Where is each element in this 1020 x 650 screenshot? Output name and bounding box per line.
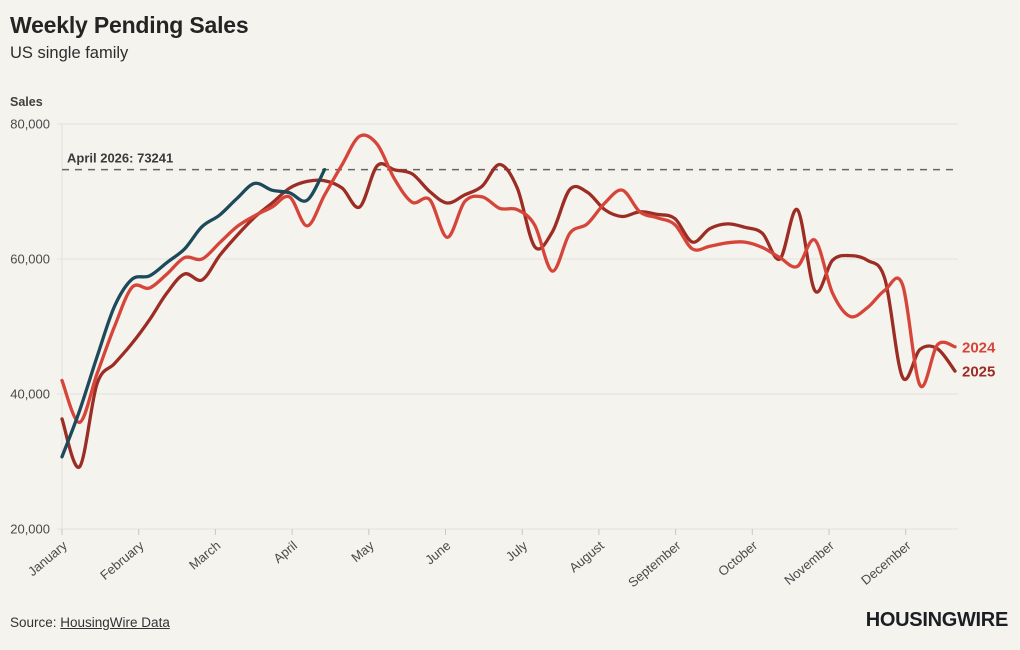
series-end-label-2024: 2024 xyxy=(962,339,996,356)
x-tick-label: March xyxy=(186,538,223,573)
source-link[interactable]: HousingWire Data xyxy=(60,615,170,630)
x-tick-label: August xyxy=(566,538,607,576)
x-tick-label: October xyxy=(715,537,761,579)
x-tick-label: February xyxy=(97,537,147,582)
x-tick-label: June xyxy=(422,538,453,568)
reference-label: April 2026: 73241 xyxy=(67,151,173,166)
x-tick-label: November xyxy=(781,537,837,587)
y-tick-label: 80,000 xyxy=(10,117,50,132)
line-2025 xyxy=(60,162,957,469)
x-tick-label: May xyxy=(348,537,377,565)
y-tick-label: 40,000 xyxy=(10,387,50,402)
page-title: Weekly Pending Sales xyxy=(10,12,249,38)
x-tick-label: January xyxy=(25,537,70,579)
chart-subtitle: US single family xyxy=(10,44,129,62)
source-prefix: Source: xyxy=(10,615,61,630)
source-line: Source: HousingWire Data xyxy=(10,615,170,630)
series-end-label-2025: 2025 xyxy=(962,364,995,381)
x-tick-label: September xyxy=(625,537,684,590)
x-tick-label: April xyxy=(270,538,300,566)
y-tick-label: 20,000 xyxy=(10,522,50,537)
line-2026 xyxy=(60,167,327,459)
housingwire-logo: HOUSINGWIRE xyxy=(865,609,1009,631)
y-axis-title: Sales xyxy=(10,95,43,109)
x-tick-label: December xyxy=(858,537,914,587)
line-2024 xyxy=(60,133,957,425)
x-tick-label: July xyxy=(503,537,531,564)
y-tick-label: 60,000 xyxy=(10,252,50,267)
